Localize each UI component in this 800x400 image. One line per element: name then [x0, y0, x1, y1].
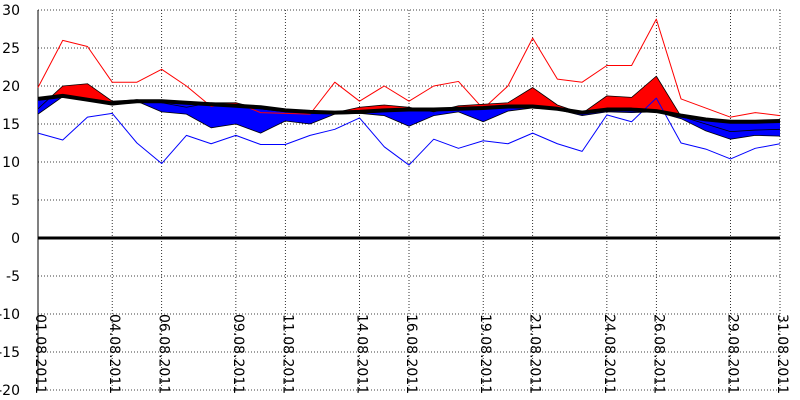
y-tick-label: -10 [0, 307, 20, 323]
x-tick-label: 01.08.2011 [32, 314, 48, 394]
x-tick-label: 06.08.2011 [156, 314, 172, 394]
y-tick-label: 5 [11, 193, 20, 209]
x-tick-label: 31.08.2011 [774, 314, 790, 394]
black-series-line [37, 93, 781, 124]
x-tick-labels: 01.08.2011 04.08.2011 06.08.2011 09.08.2011… [32, 314, 790, 394]
blue-series-line [37, 97, 781, 166]
x-tick-label: 29.08.2011 [725, 314, 741, 394]
x-tick-label: 11.08.2011 [279, 314, 295, 394]
y-tick-labels: 30 25 20 15 10 5 0 -5 -10 -15 -20 [0, 3, 20, 399]
red-series-line [37, 18, 781, 118]
y-tick-label: -20 [0, 383, 20, 399]
warm-band-area [583, 76, 681, 116]
y-tick-label: 10 [2, 155, 20, 171]
x-tick-label: 14.08.2011 [354, 314, 370, 394]
x-tick-label: 09.08.2011 [230, 314, 246, 394]
series-lines [37, 18, 781, 240]
warm-band-area [50, 83, 150, 104]
y-tick-label: -15 [0, 345, 20, 361]
x-tick-label: 19.08.2011 [477, 314, 493, 394]
x-tick-label: 26.08.2011 [650, 314, 666, 394]
y-tick-label: 30 [2, 3, 20, 19]
x-tick-label: 24.08.2011 [601, 314, 617, 394]
y-tick-label: -5 [6, 269, 20, 285]
y-tick-label: 25 [2, 41, 20, 57]
y-tick-label: 15 [2, 117, 20, 133]
x-tick-label: 16.08.2011 [403, 314, 419, 394]
x-tick-label: 21.08.2011 [527, 314, 543, 394]
y-tick-label: 0 [11, 231, 20, 247]
y-tick-label: 20 [2, 79, 20, 95]
grid [37, 9, 781, 391]
x-tick-label: 04.08.2011 [106, 314, 122, 394]
